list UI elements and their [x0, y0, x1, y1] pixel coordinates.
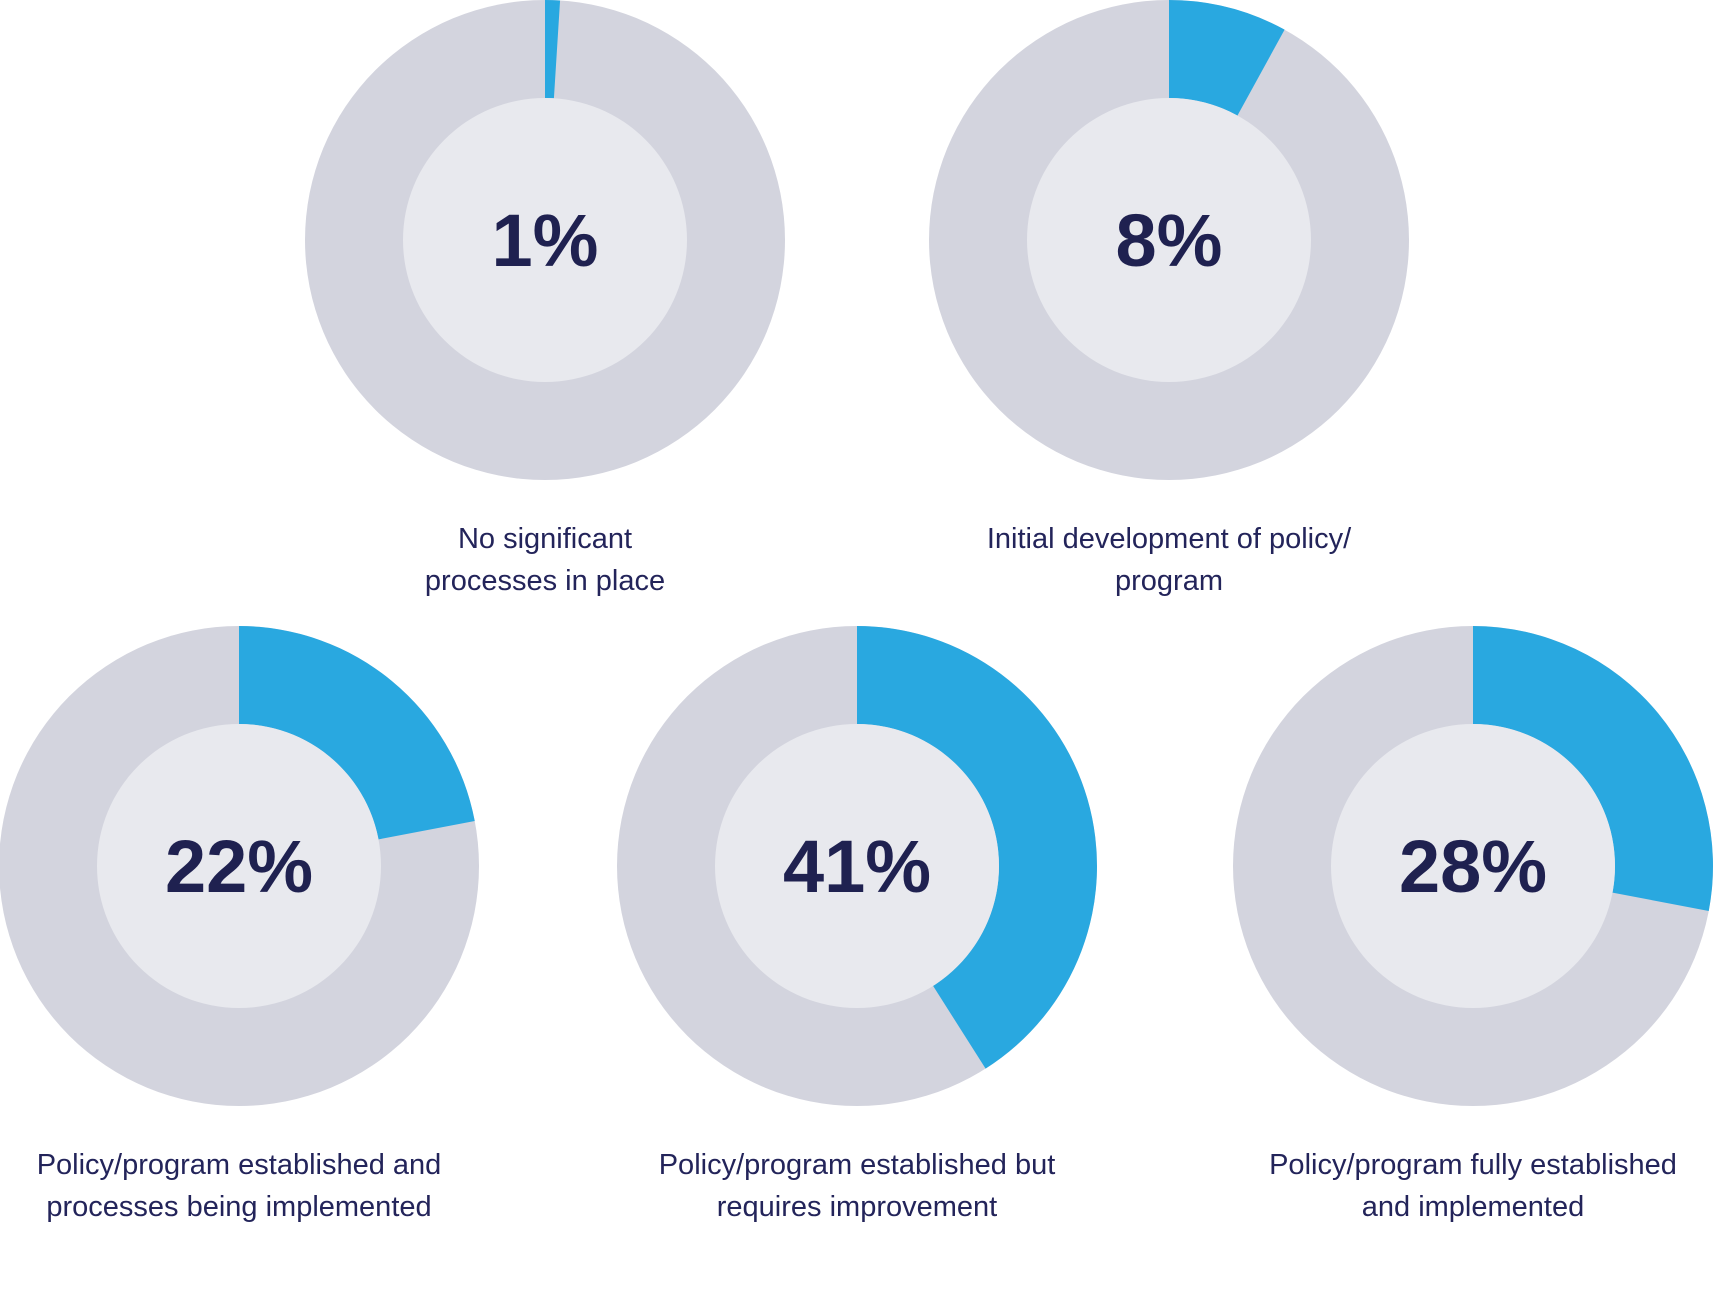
- caption: No significant: [458, 523, 632, 555]
- caption: Policy/program fully established: [1269, 1149, 1677, 1181]
- caption: program: [1115, 565, 1223, 597]
- donut-segment: [239, 626, 475, 840]
- value-label: 8%: [1116, 199, 1223, 282]
- donut-hole: [403, 98, 687, 382]
- donut-segment: [1473, 626, 1713, 911]
- caption: and implemented: [1362, 1191, 1584, 1223]
- caption: Policy/program established but: [659, 1149, 1056, 1181]
- donut-segment: [545, 0, 561, 99]
- value-label: 28%: [1399, 825, 1547, 908]
- caption: processes being implemented: [46, 1191, 431, 1223]
- caption: requires improvement: [717, 1191, 997, 1223]
- caption: Initial development of policy/: [987, 523, 1352, 555]
- value-label: 1%: [492, 199, 599, 282]
- donut-hole: [1331, 724, 1615, 1008]
- value-label: 22%: [165, 825, 313, 908]
- caption: processes in place: [425, 565, 665, 597]
- donut-hole: [97, 724, 381, 1008]
- value-label: 41%: [783, 825, 931, 908]
- donut-hole: [715, 724, 999, 1008]
- caption: Policy/program established and: [37, 1149, 442, 1181]
- donut-segment: [1169, 0, 1285, 116]
- donut-segment: [857, 626, 1097, 1069]
- donut-hole: [1027, 98, 1311, 382]
